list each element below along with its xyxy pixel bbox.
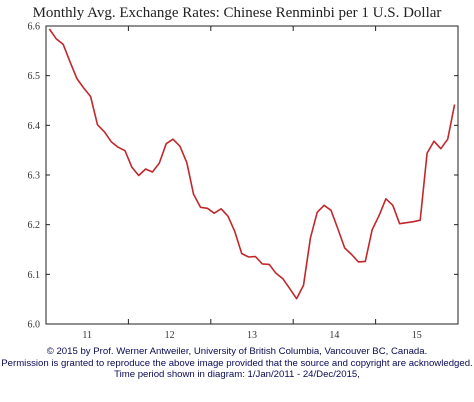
y-tick-label: 6.5 <box>28 71 41 82</box>
y-tick-label: 6.3 <box>28 171 41 182</box>
series-line <box>48 28 456 300</box>
chart-title: Monthly Avg. Exchange Rates: Chinese Ren… <box>32 5 442 21</box>
x-tick-label: 14 <box>329 330 339 340</box>
x-axis: 11 12 13 14 15 <box>82 26 422 340</box>
y-tick-label: 6.2 <box>28 220 41 231</box>
footer-line-permission: Permission is granted to reproduce the a… <box>1 357 473 369</box>
x-tick-label: 11 <box>82 330 92 340</box>
copyright-footer: © 2015 by Prof. Werner Antweiler, Univer… <box>0 346 474 381</box>
x-tick-label: 13 <box>247 330 257 340</box>
x-tick-label: 15 <box>412 330 422 340</box>
footer-line-time-period: Time period shown in diagram: 1/Jan/2011… <box>114 369 360 380</box>
footer-line-copyright: © 2015 by Prof. Werner Antweiler, Univer… <box>46 346 428 357</box>
x-tick-label: 12 <box>165 330 175 340</box>
y-tick-label: 6.4 <box>28 121 41 132</box>
y-axis: 6.6 6.5 6.4 6.3 6.2 6.1 6.0 <box>28 22 458 331</box>
y-tick-label: 6.6 <box>28 22 41 33</box>
y-tick-label: 6.0 <box>28 320 41 331</box>
plot-frame <box>45 25 459 325</box>
y-tick-label: 6.1 <box>28 270 41 281</box>
chart-canvas: 6.6 6.5 6.4 6.3 6.2 6.1 6.0 11 12 13 14 15 <box>28 22 459 340</box>
